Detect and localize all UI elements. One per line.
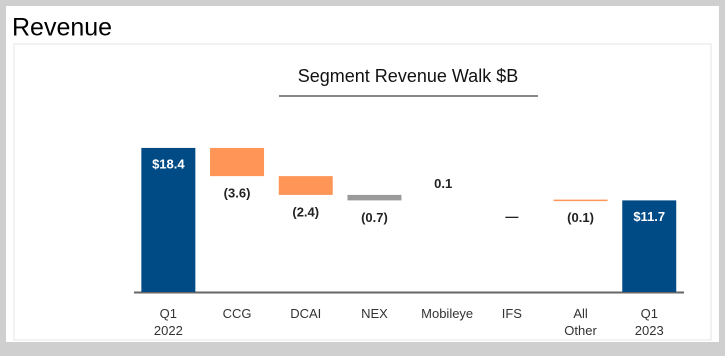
value-label: $18.4 [152,156,185,171]
x-tick-label: Mobileye [421,306,474,321]
bar [278,176,333,195]
bar [210,147,265,177]
value-label: (0.1) [567,210,594,225]
x-tick-label: All Other [564,306,597,338]
x-tick-label: DCAI [290,306,322,321]
bar [622,200,677,292]
value-label: — [505,209,518,224]
x-tick-label: Q1 2022 [153,306,183,338]
x-tick-label: Q1 2023 [634,306,664,338]
x-tick-label: NEX [361,306,388,321]
bar [141,147,196,292]
x-tick-label: CCG [222,306,252,321]
value-label: (3.6) [224,186,251,201]
bar [553,199,608,202]
x-tick-label: IFS [501,306,522,321]
value-label: (0.7) [361,210,388,225]
bar [347,194,402,201]
value-label: 0.1 [434,176,452,191]
chart-frame [13,43,712,341]
value-label: $11.7 [633,209,665,224]
value-label: (2.4) [292,204,319,219]
page-heading: Revenue [12,14,112,42]
chart-title: Segment Revenue Walk $B [298,66,518,86]
panel [6,6,719,342]
bar [416,199,471,202]
